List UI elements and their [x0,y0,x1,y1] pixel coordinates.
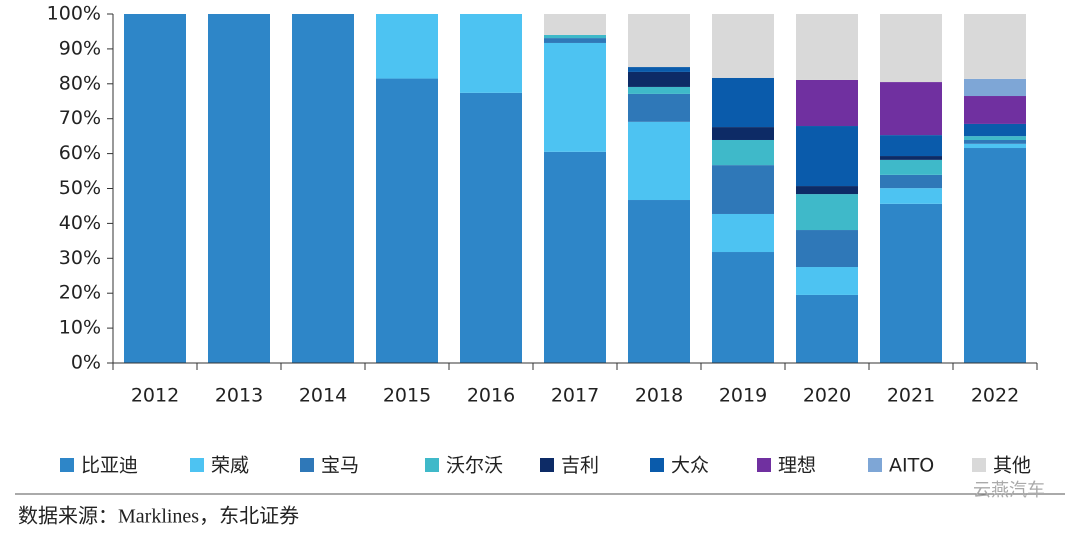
source: 数据来源：Marklines，东北证券 [18,505,299,528]
bar-segment [628,93,690,122]
bar-segment [880,174,942,189]
legend-label: 荣威 [211,455,249,477]
legend-label: 理想 [778,455,816,477]
bar-segment [880,82,942,136]
bar-segment [796,230,858,268]
y-tick-label: 100% [47,3,101,25]
legend-swatch [540,458,554,472]
bar-segment [964,139,1026,144]
legend-swatch [300,458,314,472]
bar-segment [964,14,1026,79]
bar-segment [796,126,858,187]
bar-segment [796,79,858,127]
x-tick-label: 2020 [803,385,851,407]
x-tick-label: 2012 [131,385,179,407]
bar-segment [544,34,606,39]
bar-segment [964,136,1026,140]
legend-swatch [757,458,771,472]
bar-segment [628,14,690,68]
bar-segment [964,96,1026,124]
watermark: 云燕汽车 [973,480,1045,501]
x-tick-label: 2013 [215,385,263,407]
y-tick-label: 20% [59,282,101,304]
x-tick-label: 2016 [467,385,515,407]
bar-segment [376,78,438,363]
y-tick-label: 30% [59,247,101,269]
bar-segment [628,71,690,87]
bar-segment [964,123,1026,137]
x-tick-label: 2014 [299,385,347,407]
legend-label: 大众 [671,455,709,477]
bar-segment [712,139,774,166]
bar-segment [628,121,690,201]
x-tick-label: 2021 [887,385,935,407]
bar-segment [292,14,354,363]
bar-segment [376,14,438,79]
legend-swatch [60,458,74,472]
legend-label: AITO [889,455,934,477]
y-tick-label: 70% [59,107,101,129]
legend-swatch [425,458,439,472]
bar-segment [796,294,858,363]
bar-segment [544,151,606,363]
bar-segment [964,143,1026,149]
bar-segment [880,159,942,175]
bar-segment [544,14,606,35]
x-tick-label: 2018 [635,385,683,407]
bar-segment [796,186,858,195]
legend-label: 吉利 [561,455,599,477]
y-tick-label: 10% [59,317,101,339]
bar-segment [712,77,774,128]
bar-segment [796,267,858,295]
bar-segment [628,86,690,94]
legend-label: 沃尔沃 [446,455,503,477]
bar-segment [712,14,774,78]
bar-segment [880,135,942,157]
y-tick-label: 60% [59,142,101,164]
y-tick-label: 40% [59,212,101,234]
bar-segment [712,127,774,140]
y-tick-label: 0% [71,352,101,374]
legend-label: 其他 [993,455,1031,477]
legend-swatch [972,458,986,472]
y-tick-label: 50% [59,177,101,199]
bar-segment [544,38,606,43]
legend-label: 宝马 [321,455,359,477]
y-tick-label: 80% [59,72,101,94]
bar-segment [796,194,858,231]
y-tick-label: 90% [59,37,101,59]
legend-swatch [190,458,204,472]
bar-segment [544,42,606,152]
bar-segment [628,67,690,72]
bar-segment [796,14,858,80]
bar-segment [208,14,270,363]
bar-segment [712,165,774,214]
bar-segment [124,14,186,363]
bar-segment [880,156,942,160]
x-tick-label: 2022 [971,385,1019,407]
bar-segment [460,92,522,364]
bar-segment [460,14,522,93]
bar-segment [628,200,690,363]
bar-segment [964,78,1026,97]
bar-segment [964,148,1026,363]
legend-label: 比亚迪 [81,455,138,477]
x-tick-label: 2017 [551,385,599,407]
x-tick-label: 2019 [719,385,767,407]
bar-segment [712,252,774,363]
bar-segment [880,203,942,363]
bar-segment [712,213,774,253]
legend-swatch [650,458,664,472]
bar-segment [880,188,942,204]
bar-segment [880,14,942,83]
x-tick-label: 2015 [383,385,431,407]
legend-swatch [868,458,882,472]
